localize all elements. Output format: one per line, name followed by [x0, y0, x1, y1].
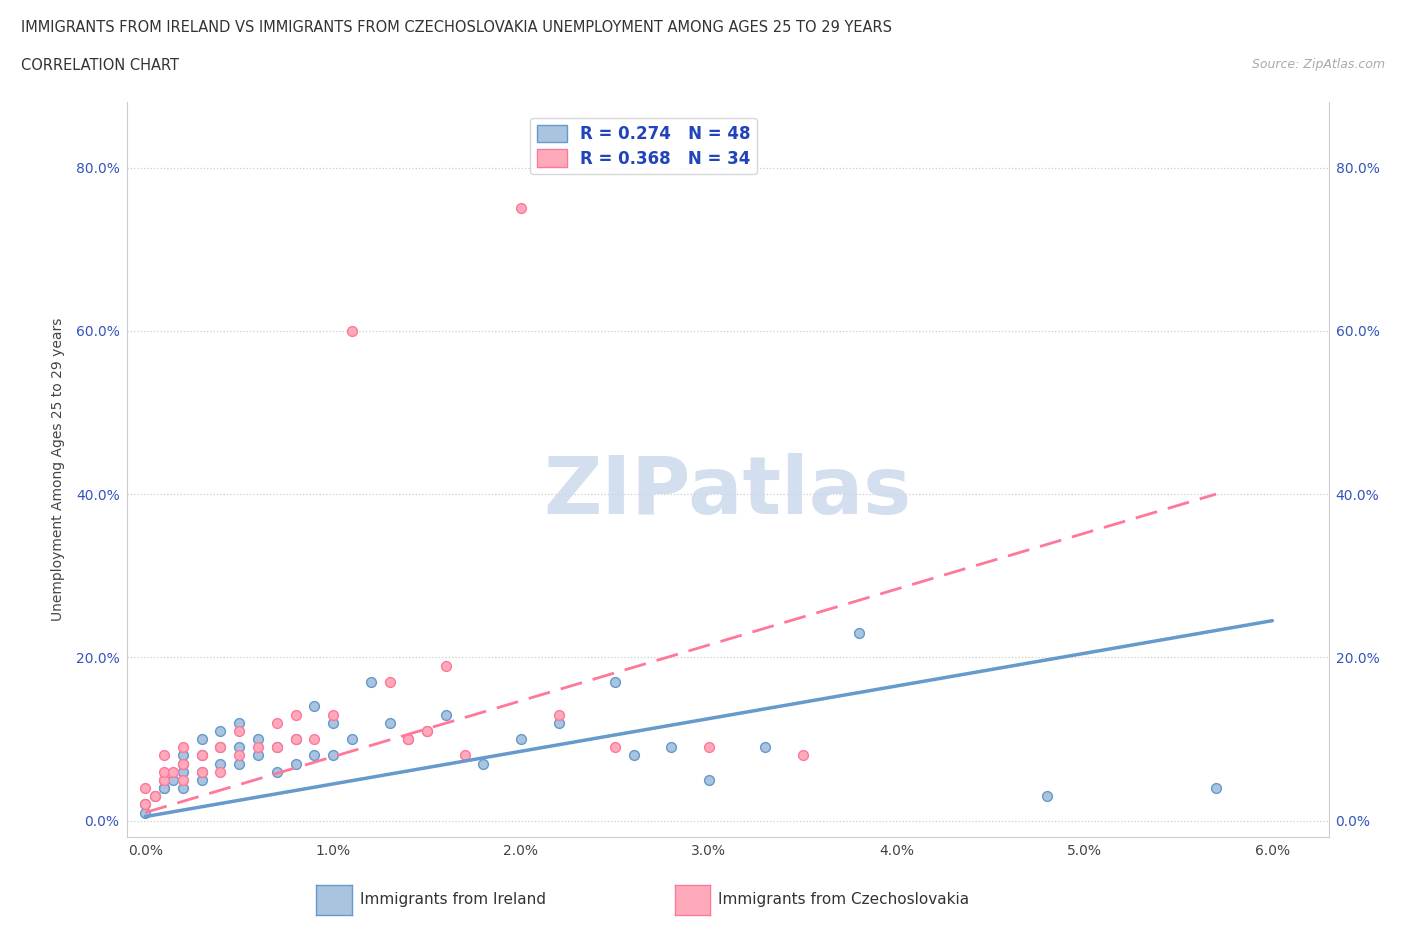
Point	[209, 756, 232, 771]
Point	[172, 773, 194, 788]
Point	[434, 707, 457, 722]
Point	[172, 780, 194, 795]
Text: ZIPatlas: ZIPatlas	[544, 453, 911, 531]
Point	[396, 732, 419, 747]
Point	[340, 324, 363, 339]
Point	[153, 773, 176, 788]
Point	[266, 739, 288, 754]
Point	[340, 732, 363, 747]
Point	[190, 732, 212, 747]
Point	[510, 201, 533, 216]
Point	[266, 739, 288, 754]
Text: CORRELATION CHART: CORRELATION CHART	[21, 58, 179, 73]
Point	[247, 739, 270, 754]
Point	[284, 732, 307, 747]
Point	[143, 789, 166, 804]
Point	[1036, 789, 1059, 804]
Point	[228, 748, 250, 763]
Point	[378, 674, 401, 689]
Point	[659, 739, 682, 754]
Point	[623, 748, 645, 763]
Legend: R = 0.274   N = 48, R = 0.368   N = 34: R = 0.274 N = 48, R = 0.368 N = 34	[530, 118, 756, 174]
Point	[697, 739, 720, 754]
Point	[162, 773, 184, 788]
Point	[172, 739, 194, 754]
Point	[153, 780, 176, 795]
Point	[172, 748, 194, 763]
Point	[190, 764, 212, 779]
Point	[378, 715, 401, 730]
Point	[472, 756, 495, 771]
Point	[209, 739, 232, 754]
Point	[453, 748, 475, 763]
Point	[792, 748, 814, 763]
Point	[1205, 780, 1227, 795]
Point	[228, 739, 250, 754]
Point	[603, 739, 626, 754]
Point	[134, 797, 156, 812]
Point	[228, 724, 250, 738]
Point	[190, 748, 212, 763]
Y-axis label: Unemployment Among Ages 25 to 29 years: Unemployment Among Ages 25 to 29 years	[51, 318, 65, 621]
Point	[228, 715, 250, 730]
Point	[304, 699, 326, 714]
Point	[247, 732, 270, 747]
Point	[209, 764, 232, 779]
Text: IMMIGRANTS FROM IRELAND VS IMMIGRANTS FROM CZECHOSLOVAKIA UNEMPLOYMENT AMONG AGE: IMMIGRANTS FROM IRELAND VS IMMIGRANTS FR…	[21, 20, 891, 35]
Text: Immigrants from Ireland: Immigrants from Ireland	[360, 892, 546, 907]
Point	[228, 756, 250, 771]
Point	[416, 724, 439, 738]
Text: Immigrants from Czechoslovakia: Immigrants from Czechoslovakia	[718, 892, 970, 907]
Point	[153, 780, 176, 795]
Point	[547, 715, 569, 730]
Point	[416, 724, 439, 738]
Point	[266, 764, 288, 779]
Point	[153, 748, 176, 763]
Point	[172, 756, 194, 771]
Point	[284, 756, 307, 771]
Point	[266, 715, 288, 730]
Point	[284, 707, 307, 722]
Point	[322, 715, 344, 730]
Point	[153, 773, 176, 788]
Point	[247, 748, 270, 763]
Point	[134, 780, 156, 795]
Point	[396, 732, 419, 747]
Point	[162, 764, 184, 779]
Point	[304, 732, 326, 747]
Point	[697, 773, 720, 788]
Point	[304, 748, 326, 763]
Text: Source: ZipAtlas.com: Source: ZipAtlas.com	[1251, 58, 1385, 71]
Point	[134, 797, 156, 812]
Point	[190, 748, 212, 763]
Point	[209, 739, 232, 754]
Point	[434, 658, 457, 673]
Point	[209, 724, 232, 738]
Point	[143, 789, 166, 804]
Point	[547, 707, 569, 722]
Point	[754, 739, 776, 754]
Point	[510, 732, 533, 747]
Point	[360, 674, 382, 689]
Point	[848, 626, 870, 641]
Point	[172, 756, 194, 771]
Point	[322, 748, 344, 763]
Point	[322, 707, 344, 722]
Point	[134, 805, 156, 820]
Point	[603, 674, 626, 689]
Point	[172, 764, 194, 779]
Point	[190, 764, 212, 779]
Point	[190, 773, 212, 788]
Point	[284, 732, 307, 747]
Point	[153, 764, 176, 779]
